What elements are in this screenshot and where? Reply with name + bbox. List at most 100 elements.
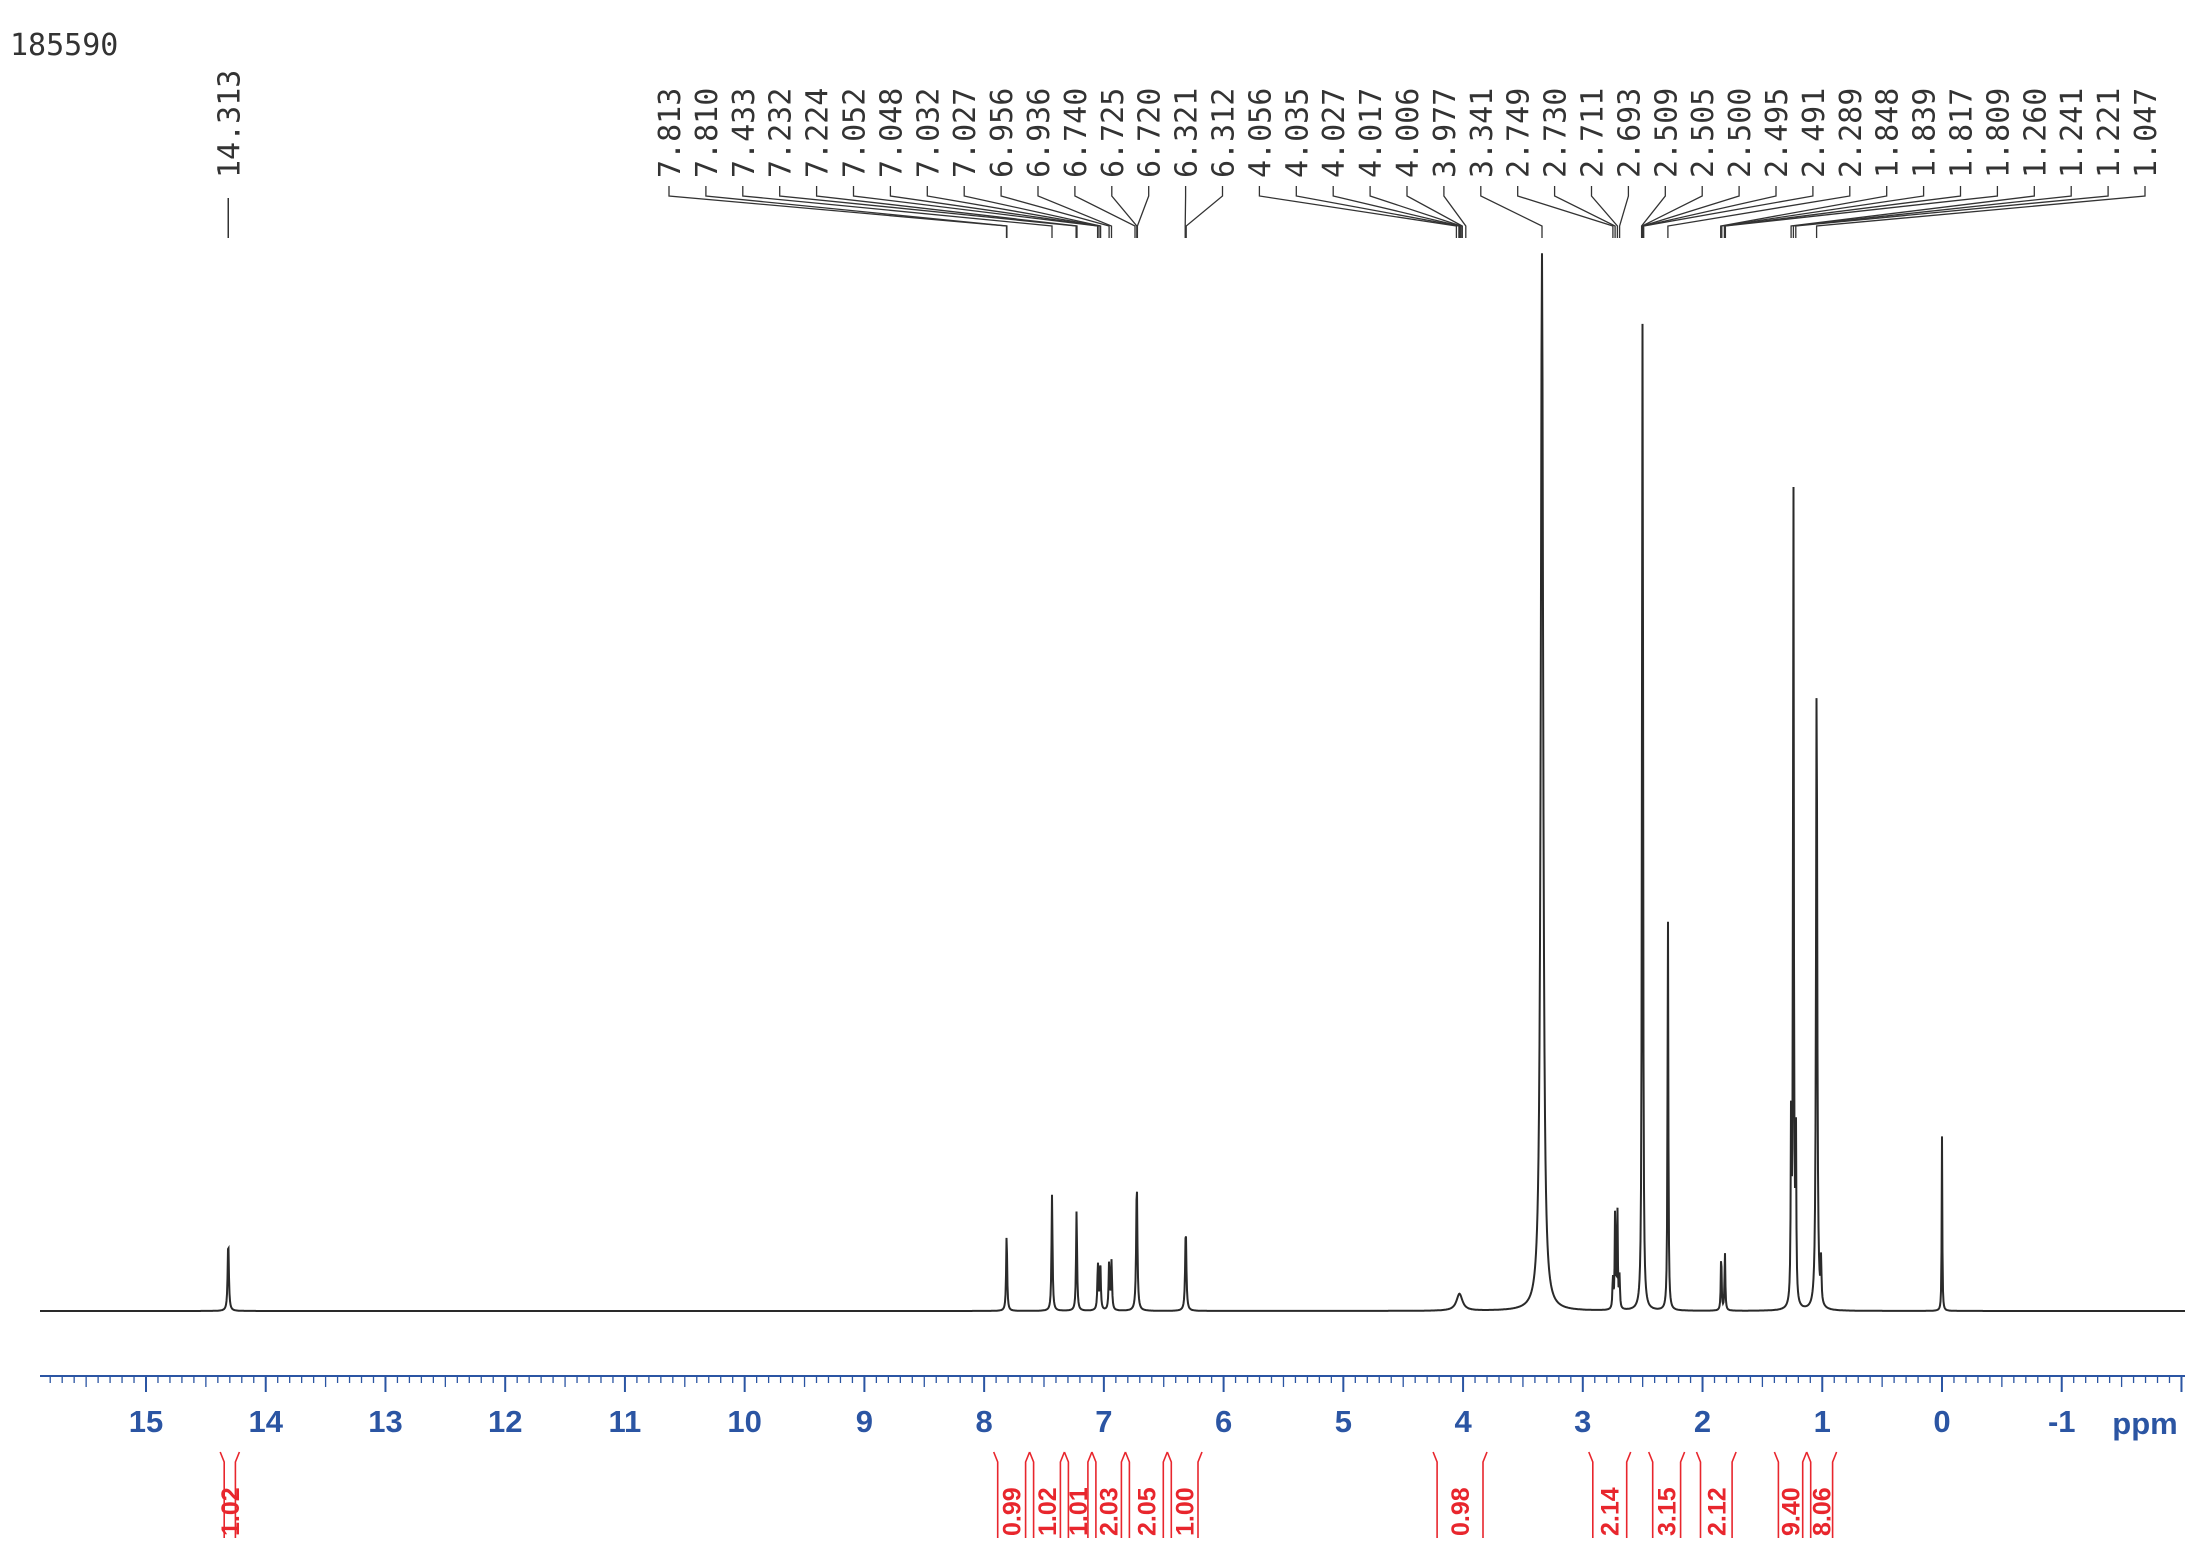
tick-label: 11 [609, 1404, 642, 1439]
peak-label: 4.056 [1243, 88, 1278, 178]
peak-label: 6.956 [985, 88, 1020, 178]
peak-label-connector [1553, 186, 1616, 238]
integral-value: 1.02 [1034, 1487, 1062, 1536]
integral-bracket [219, 1451, 225, 1538]
peak-label: 7.433 [727, 88, 762, 178]
peak-label: 7.810 [690, 88, 725, 178]
peak-label: 2.730 [1539, 88, 1574, 178]
integral-bracket [1695, 1451, 1702, 1538]
integral-bracket [1087, 1451, 1093, 1538]
tick-label: 14 [248, 1404, 283, 1439]
peak-label: 2.711 [1576, 88, 1611, 178]
peak-label-connector [1000, 186, 1110, 238]
peak-label-connector [1517, 186, 1614, 238]
peak-label: 6.312 [1207, 88, 1242, 178]
tick-label: 1 [1814, 1404, 1831, 1439]
peak-label-connector [889, 186, 1099, 238]
peak-label-connector [1815, 186, 2146, 238]
peak-label-connector [1332, 186, 1461, 238]
peak-label: 4.017 [1354, 88, 1389, 178]
peak-label: 1.260 [2018, 88, 2053, 178]
peak-label: 1.817 [1945, 88, 1980, 178]
peak-label: 6.740 [1059, 88, 1094, 178]
peak-label-connector [963, 186, 1102, 238]
tick-label: 10 [727, 1404, 761, 1439]
peak-label: 7.224 [801, 88, 836, 178]
integral-bracket [1432, 1451, 1438, 1538]
integral-value: 2.05 [1133, 1487, 1161, 1536]
integral-value: 3.15 [1654, 1487, 1682, 1536]
peak-label: 7.048 [874, 88, 909, 178]
peak-label: 7.052 [838, 88, 873, 178]
peak-label-connector [1721, 186, 1925, 238]
peak-label: 2.491 [1797, 88, 1832, 178]
integral-bracket [1588, 1451, 1594, 1538]
integral-bracket [1801, 1451, 1808, 1538]
tick-label: 0 [1933, 1404, 1950, 1439]
integral-value: 2.03 [1096, 1487, 1124, 1536]
peak-label-connector [1667, 186, 1851, 238]
peak-label-connector [742, 186, 1053, 238]
peak-label: 3.977 [1428, 88, 1463, 178]
peak-label-connector [1111, 186, 1138, 238]
peak-label: 2.500 [1723, 88, 1758, 178]
peak-label: 1.241 [2055, 88, 2090, 178]
peak-label-connector [705, 186, 1008, 238]
peak-label-connector [1074, 186, 1136, 238]
peak-label: 7.232 [764, 88, 799, 178]
integral-value: 1.02 [217, 1487, 245, 1536]
peak-label: 4.027 [1317, 88, 1352, 178]
integrals: 1.02 0.99 1.02 1.01 2.03 2.05 1.00 0.98 2.14 3.15… [217, 1451, 1838, 1538]
integral-bracket [234, 1451, 241, 1538]
peak-label-connector [1443, 186, 1467, 238]
peak-label: 3.341 [1465, 88, 1500, 178]
peak-label: 1.809 [1981, 88, 2016, 178]
integral-value: 0.99 [999, 1487, 1027, 1536]
peak-label: 7.813 [653, 88, 688, 178]
peak-label: 4.006 [1391, 88, 1426, 178]
integral-bracket [1028, 1451, 1035, 1538]
integral-bracket [1773, 1451, 1780, 1538]
peak-label-connector [1185, 186, 1224, 238]
peak-label: 6.321 [1170, 88, 1205, 178]
peak-label-connector [1258, 186, 1458, 238]
integral-bracket [1805, 1451, 1812, 1538]
peak-label: 7.027 [948, 88, 983, 178]
integral-bracket [1166, 1451, 1173, 1538]
tick-label: 2 [1694, 1404, 1711, 1439]
sample-id: 185590 [10, 28, 118, 63]
spectrum-trace [40, 253, 2185, 1312]
peak-label: 1.047 [2129, 88, 2164, 178]
peak-label-connectors [227, 186, 2146, 238]
peak-label: 1.839 [1908, 88, 1943, 178]
integral-bracket [1063, 1451, 1070, 1538]
peak-label-connector [815, 186, 1078, 238]
peak-label-connector [1640, 186, 1666, 238]
integral-bracket [1482, 1451, 1488, 1538]
integral-value: 2.12 [1703, 1487, 1731, 1536]
peak-label-connector [1136, 186, 1150, 238]
peak-label: 2.749 [1502, 88, 1537, 178]
integral-bracket [1831, 1451, 1838, 1538]
integral-bracket [1120, 1451, 1127, 1538]
peak-label-connector [1369, 186, 1462, 238]
peak-label: 6.720 [1133, 88, 1168, 178]
peak-label: 1.221 [2092, 88, 2127, 178]
integral-value: 8.06 [1809, 1487, 1837, 1536]
peak-label: 6.936 [1022, 88, 1057, 178]
x-axis-label: ppm [2112, 1406, 2177, 1441]
tick-label: 6 [1215, 1404, 1232, 1439]
integral-bracket [1647, 1451, 1654, 1538]
integral-bracket [1024, 1451, 1031, 1538]
peak-label-connector [1295, 186, 1460, 238]
integral-bracket [1162, 1451, 1169, 1538]
peak-label-connector [1037, 186, 1113, 238]
peak-label-connector [1720, 186, 1888, 238]
tick-label: 12 [488, 1404, 522, 1439]
peak-label: 2.693 [1612, 88, 1647, 178]
integral-bracket [1679, 1451, 1686, 1538]
ppm-axis: 15 14 13 12 11 10 9 8 7 6 5 4 3 2 1 0 -1 ppm [40, 1375, 2185, 1441]
tick-label: 4 [1454, 1404, 1472, 1439]
peak-labels: 14.313 7.813 7.810 7.433 7.232 7.224 7.052 7.04… [212, 70, 2164, 178]
